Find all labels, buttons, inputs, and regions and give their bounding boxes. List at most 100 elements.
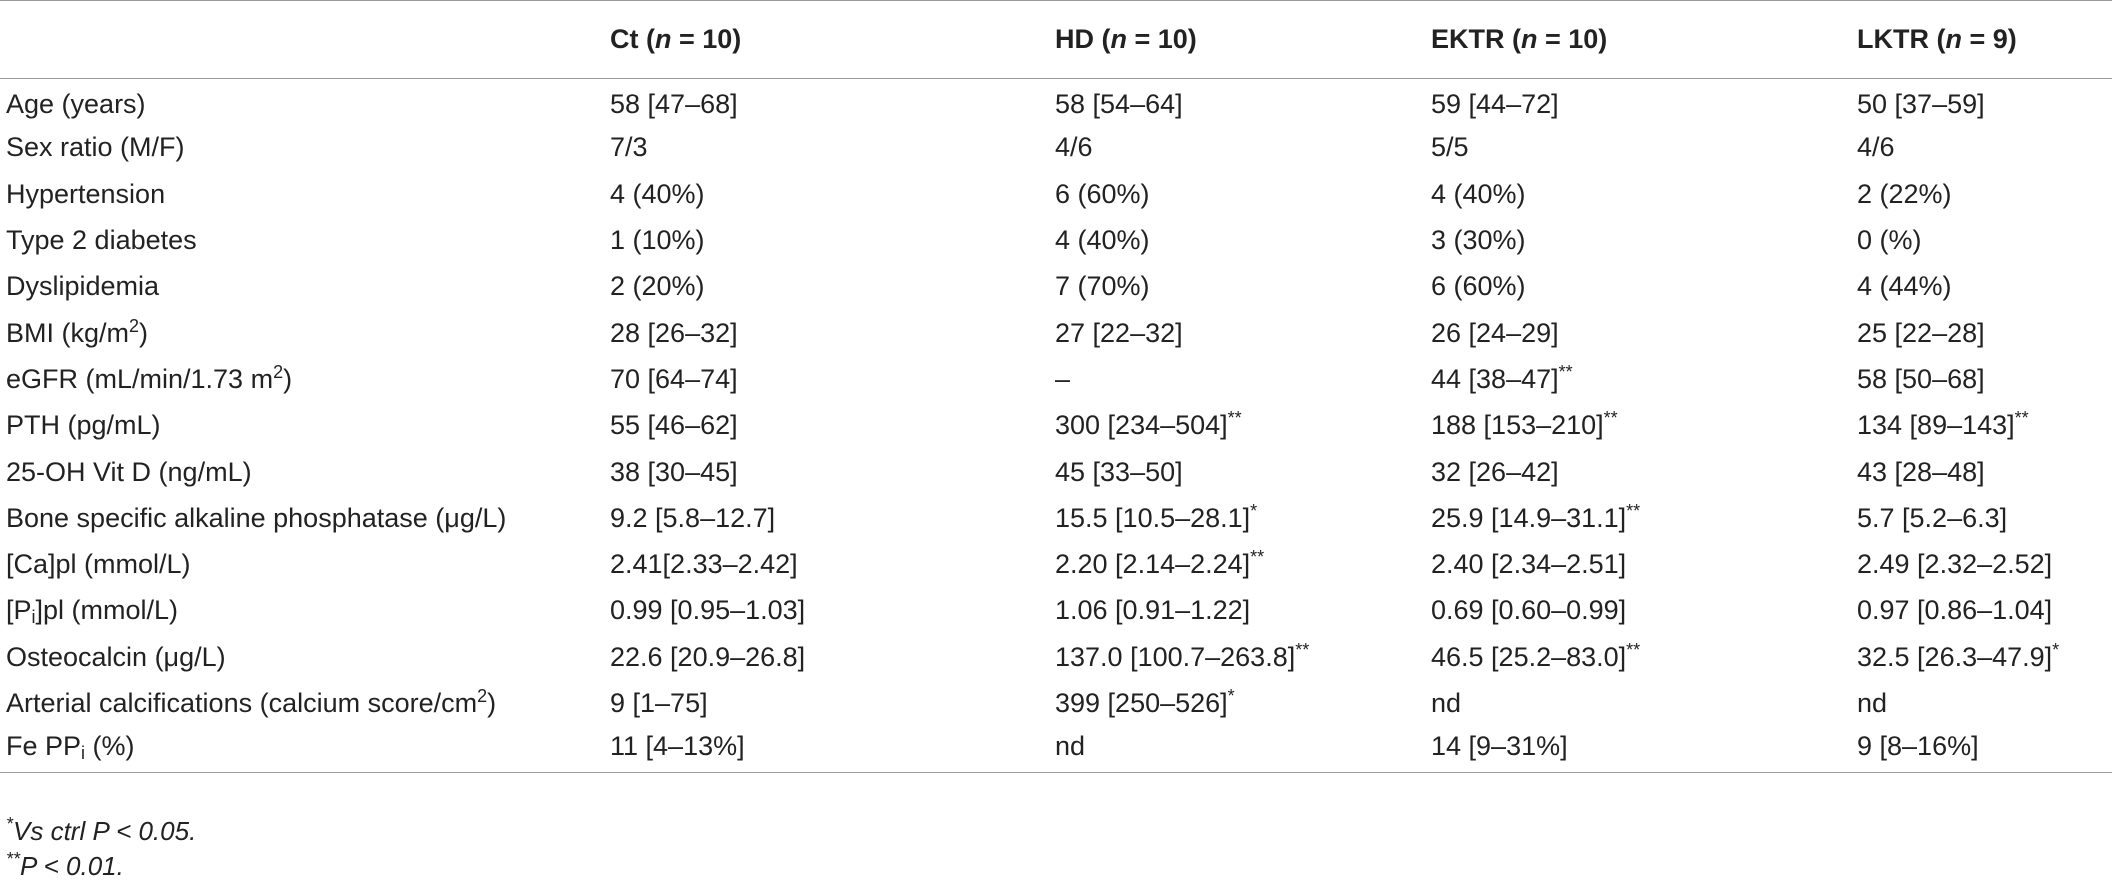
cell-lktr: 5.7 [5.2–6.3] [1857, 502, 2008, 533]
cell-ektr: 46.5 [25.2–83.0]** [1431, 639, 1641, 672]
cell-lktr: 134 [89–143]** [1857, 408, 2029, 441]
cell-ct: 1 (10%) [610, 225, 705, 256]
row-label: BMI (kg/m2) [6, 315, 149, 348]
table-row: Dyslipidemia 2 (20%) 7 (70%) 6 (60%) 4 (… [0, 264, 2112, 310]
cell-lktr: 50 [37–59] [1857, 89, 1985, 120]
cell-lktr: 2.49 [2.32–2.52] [1857, 549, 2053, 580]
cell-ektr: 0.69 [0.60–0.99] [1431, 595, 1627, 626]
cell-ct: 58 [47–68] [610, 89, 738, 120]
cell-ektr: 26 [24–29] [1431, 317, 1559, 348]
row-label: Dyslipidemia [6, 271, 160, 302]
row-label: Sex ratio (M/F) [6, 132, 185, 163]
cell-ct: 2.41[2.33–2.42] [610, 549, 798, 580]
row-label: PTH (pg/mL) [6, 410, 161, 441]
cell-ektr: 2.40 [2.34–2.51] [1431, 549, 1627, 580]
cell-hd: 15.5 [10.5–28.1]* [1055, 500, 1258, 533]
cell-hd: – [1055, 363, 1071, 394]
patient-characteristics-table: Ct (n = 10) HD (n = 10) EKTR (n = 10) LK… [0, 0, 2112, 774]
row-label: Hypertension [6, 178, 166, 209]
cell-ct: 7/3 [610, 132, 648, 163]
cell-hd: 27 [22–32] [1055, 317, 1183, 348]
table-header: Ct (n = 10) HD (n = 10) EKTR (n = 10) LK… [0, 0, 2112, 79]
cell-ct: 0.99 [0.95–1.03] [610, 595, 806, 626]
cell-ektr: 188 [153–210]** [1431, 408, 1618, 441]
cell-ektr: 4 (40%) [1431, 178, 1526, 209]
cell-ektr: 59 [44–72] [1431, 89, 1559, 120]
cell-ct: 9 [1–75] [610, 688, 708, 718]
table-row: Osteocalcin (μg/L) 22.6 [20.9–26.8] 137.… [0, 634, 2112, 680]
row-label: [Pi]pl (mmol/L) [6, 595, 179, 628]
cell-lktr: 0 (%) [1857, 225, 1922, 256]
cell-ct: 2 (20%) [610, 271, 705, 302]
cell-hd: 1.06 [0.91–1.22] [1055, 595, 1251, 626]
cell-hd: 7 (70%) [1055, 271, 1150, 302]
cell-ct: 11 [4–13%] [610, 726, 1055, 774]
row-label: eGFR (mL/min/1.73 m2) [6, 361, 293, 394]
cell-ektr: 32 [26–42] [1431, 456, 1559, 487]
cell-lktr: 43 [28–48] [1857, 456, 1985, 487]
cell-ektr: 44 [38–47]** [1431, 361, 1573, 394]
row-label: Osteocalcin (μg/L) [6, 641, 226, 672]
row-label: Fe PPi (%) [0, 726, 610, 774]
cell-hd: 399 [250–526]* [1055, 686, 1235, 718]
cell-lktr: 25 [22–28] [1857, 317, 1985, 348]
cell-ct: 55 [46–62] [610, 410, 738, 441]
header-row: Ct (n = 10) HD (n = 10) EKTR (n = 10) LK… [0, 0, 2112, 79]
header-ektr: EKTR (n = 10) [1431, 0, 1857, 79]
row-label: Arterial calcifications (calcium score/c… [6, 686, 497, 718]
table-row: Fe PPi (%) 11 [4–13%] nd 14 [9–31%] 9 [8… [0, 726, 2112, 774]
cell-ct: 28 [26–32] [610, 317, 738, 348]
cell-lktr: 4 (44%) [1857, 271, 1952, 302]
table-row: Sex ratio (M/F) 7/3 4/6 5/5 4/6 [0, 125, 2112, 171]
row-label: [Ca]pl (mmol/L) [6, 549, 191, 580]
cell-ct: 38 [30–45] [610, 456, 738, 487]
cell-hd: 45 [33–50] [1055, 456, 1183, 487]
footnote-significance-005: *Vs ctrl P < 0.05. [6, 814, 197, 846]
cell-lktr: 9 [8–16%] [1857, 726, 2112, 774]
cell-lktr: nd [1857, 688, 1888, 718]
header-empty-cell [0, 0, 610, 79]
row-label: Type 2 diabetes [6, 225, 197, 256]
footnote-significance-001: **P < 0.01. [6, 849, 124, 881]
cell-lktr: 4/6 [1857, 132, 1895, 163]
table-row: eGFR (mL/min/1.73 m2) 70 [64–74] – 44 [3… [0, 356, 2112, 402]
table-row: Age (years) 58 [47–68] 58 [54–64] 59 [44… [0, 79, 2112, 125]
cell-ct: 70 [64–74] [610, 363, 738, 394]
cell-ct: 9.2 [5.8–12.7] [610, 502, 776, 533]
table-row: Bone specific alkaline phosphatase (μg/L… [0, 495, 2112, 541]
table-row: 25-OH Vit D (ng/mL) 38 [30–45] 45 [33–50… [0, 449, 2112, 495]
header-lktr: LKTR (n = 9) [1857, 0, 2112, 79]
cell-hd: 4/6 [1055, 132, 1093, 163]
cell-hd: 6 (60%) [1055, 178, 1150, 209]
table-row: BMI (kg/m2) 28 [26–32] 27 [22–32] 26 [24… [0, 310, 2112, 356]
cell-ektr: 5/5 [1431, 132, 1469, 163]
table-body: Age (years) 58 [47–68] 58 [54–64] 59 [44… [0, 79, 2112, 774]
table-row: [Pi]pl (mmol/L) 0.99 [0.95–1.03] 1.06 [0… [0, 588, 2112, 634]
cell-ct: 22.6 [20.9–26.8] [610, 641, 806, 672]
cell-ektr: 3 (30%) [1431, 225, 1526, 256]
cell-ektr: 14 [9–31%] [1431, 726, 1857, 774]
data-table-container: Ct (n = 10) HD (n = 10) EKTR (n = 10) LK… [0, 0, 2112, 774]
row-label: 25-OH Vit D (ng/mL) [6, 456, 252, 487]
row-label: Bone specific alkaline phosphatase (μg/L… [6, 502, 507, 533]
table-row: Type 2 diabetes 1 (10%) 4 (40%) 3 (30%) … [0, 217, 2112, 263]
cell-ektr: nd [1431, 688, 1462, 718]
cell-ektr: 25.9 [14.9–31.1]** [1431, 500, 1641, 533]
table-row: [Ca]pl (mmol/L) 2.41[2.33–2.42] 2.20 [2.… [0, 541, 2112, 587]
cell-hd: 4 (40%) [1055, 225, 1150, 256]
cell-lktr: 2 (22%) [1857, 178, 1952, 209]
cell-ct: 4 (40%) [610, 178, 705, 209]
cell-hd: 58 [54–64] [1055, 89, 1183, 120]
table-row: Arterial calcifications (calcium score/c… [0, 680, 2112, 726]
cell-lktr: 32.5 [26.3–47.9]* [1857, 639, 2060, 672]
cell-ektr: 6 (60%) [1431, 271, 1526, 302]
table-footnotes: *Vs ctrl P < 0.05. **P < 0.01. [6, 814, 196, 884]
cell-lktr: 58 [50–68] [1857, 363, 1985, 394]
row-label: Age (years) [6, 89, 146, 120]
header-ct: Ct (n = 10) [610, 0, 1055, 79]
cell-hd: nd [1055, 726, 1431, 774]
cell-lktr: 0.97 [0.86–1.04] [1857, 595, 2053, 626]
cell-hd: 2.20 [2.14–2.24]** [1055, 547, 1265, 580]
header-hd: HD (n = 10) [1055, 0, 1431, 79]
cell-hd: 300 [234–504]** [1055, 408, 1242, 441]
